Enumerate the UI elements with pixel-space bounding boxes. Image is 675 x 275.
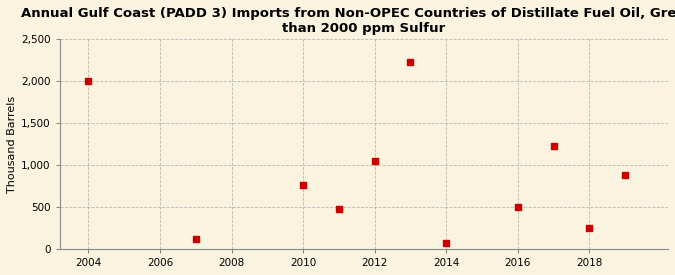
Point: [333, 207, 344, 211]
Point: [83, 79, 94, 83]
Point: [584, 226, 595, 230]
Title: Annual Gulf Coast (PADD 3) Imports from Non-OPEC Countries of Distillate Fuel Oi: Annual Gulf Coast (PADD 3) Imports from …: [21, 7, 675, 35]
Point: [441, 241, 452, 245]
Point: [369, 159, 380, 163]
Point: [190, 237, 201, 241]
Point: [512, 205, 523, 209]
Point: [548, 144, 559, 149]
Point: [405, 59, 416, 64]
Point: [620, 173, 630, 177]
Point: [298, 183, 308, 187]
Y-axis label: Thousand Barrels: Thousand Barrels: [7, 95, 17, 192]
